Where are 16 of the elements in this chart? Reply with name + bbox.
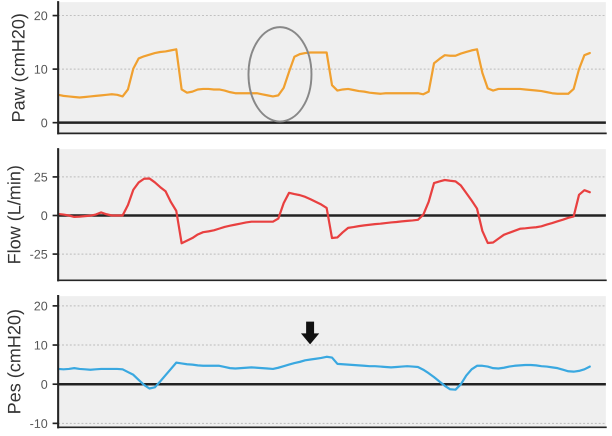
y-tick-label: 20: [34, 302, 48, 311]
y-tick-label: 10: [34, 340, 48, 350]
line-series: [58, 177, 591, 244]
y-axis-title: Pes (cmH20): [7, 310, 24, 413]
line-series: [58, 48, 591, 99]
y-tick-label: 20: [34, 11, 48, 20]
y-tick-label: -10: [30, 419, 48, 428]
y-tick-label: -25: [30, 250, 48, 259]
y-axis-title: Paw (cmH20): [11, 14, 28, 121]
y-tick-label: 10: [34, 64, 48, 74]
y-tick-label: 25: [34, 172, 48, 182]
line-series: [58, 356, 591, 391]
y-tick-label: 0: [41, 211, 48, 220]
y-tick-label: 0: [41, 380, 48, 389]
y-tick-label: 0: [41, 118, 48, 128]
y-axis-title: Flow (L/min): [7, 166, 24, 263]
